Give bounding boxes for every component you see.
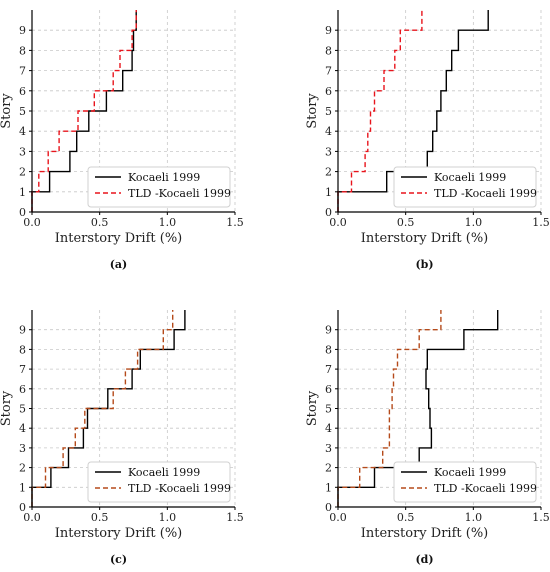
p3-y-tick-label-9: 9 [19,324,26,337]
p4-y-tick-label-1: 1 [325,481,332,494]
p1-y-tick-label-6: 6 [19,85,26,98]
p2-y-tick-label-9: 9 [325,24,332,37]
p3-y-tick-label-7: 7 [19,363,26,376]
p4-x-tick-label-3: 1.5 [532,511,550,524]
p2-y-tick-label-4: 4 [325,125,332,138]
p4-x-tick-label-2: 1.0 [465,511,483,524]
p4-y-tick-label-4: 4 [325,422,332,435]
p1-legend-box [87,166,231,208]
p4-y-tick-label-8: 8 [325,343,332,356]
p3-y-tick-label-8: 8 [19,343,26,356]
p1-x-tick-label-1: 0.5 [91,216,109,229]
p3-legend-label-kocaeli: Kocaeli 1999 [128,466,200,479]
p3-x-tick-label-1: 0.5 [91,511,109,524]
p3-x-tick-label-2: 1.0 [159,511,177,524]
p2-y-tick-label-2: 2 [325,166,332,179]
p4-y-tick-label-2: 2 [325,462,332,475]
p2-y-tick-label-8: 8 [325,44,332,57]
p2-series-tld-kocaeli-line [337,10,423,212]
p1-y-tick-label-0: 0 [19,206,26,219]
p3-y-tick-label-3: 3 [19,442,26,455]
p2-legend-box [393,166,537,208]
p3-x-tick-label-0: 0.0 [23,511,41,524]
p4-x-tick-label-0: 0.0 [329,511,347,524]
p3-caption: (c) [110,553,127,566]
p4-y-tick-label-9: 9 [325,324,332,337]
p1-legend-label-tld-kocaeli: TLD -Kocaeli 1999 [128,187,231,200]
p2-y-axis-label: Story [305,93,320,129]
p4-y-axis-label: Story [305,390,320,426]
p2-y-tick-label-5: 5 [325,105,332,118]
p4-series-tld-kocaeli-line [337,310,442,507]
p2-x-tick-label-0: 0.0 [329,216,347,229]
p4-legend-box [393,461,537,503]
p4-legend-label-tld-kocaeli: TLD -Kocaeli 1999 [434,482,537,495]
p2-legend-label-tld-kocaeli: TLD -Kocaeli 1999 [434,187,537,200]
p4-legend-label-kocaeli: Kocaeli 1999 [434,466,506,479]
p1-x-tick-label-2: 1.0 [159,216,177,229]
p1-legend-label-kocaeli: Kocaeli 1999 [128,171,200,184]
p1-caption: (a) [110,258,128,271]
p4-caption: (d) [415,553,433,566]
p3-legend-label-tld-kocaeli: TLD -Kocaeli 1999 [128,482,231,495]
p1-series-tld-kocaeli-line [31,10,137,212]
p1-y-tick-label-8: 8 [19,44,26,57]
p3-legend-box [87,461,231,503]
p4-x-tick-label-1: 0.5 [397,511,415,524]
p2-series-kocaeli-line [337,10,489,212]
p1-y-tick-label-5: 5 [19,105,26,118]
p1-x-axis-label: Interstory Drift (%) [55,231,183,246]
p3-x-tick-label-3: 1.5 [226,511,244,524]
p1-y-tick-label-7: 7 [19,65,26,78]
p3-y-tick-label-4: 4 [19,422,26,435]
p2-x-tick-label-1: 0.5 [397,216,415,229]
p3-y-tick-label-5: 5 [19,403,26,416]
p2-y-tick-label-1: 1 [325,186,332,199]
p3-y-tick-label-2: 2 [19,462,26,475]
p3-y-tick-label-0: 0 [19,501,26,514]
p1-y-tick-label-9: 9 [19,24,26,37]
p1-y-axis-label: Story [0,93,14,129]
p2-x-axis-label: Interstory Drift (%) [361,231,489,246]
p1-series-kocaeli-line [31,10,137,212]
p2-y-tick-label-3: 3 [325,145,332,158]
p1-y-tick-label-1: 1 [19,186,26,199]
p3-y-axis-label: Story [0,390,14,426]
p3-series-tld-kocaeli-line [31,310,174,507]
p4-y-tick-label-7: 7 [325,363,332,376]
p3-y-tick-label-6: 6 [19,383,26,396]
p4-y-tick-label-3: 3 [325,442,332,455]
p2-legend-label-kocaeli: Kocaeli 1999 [434,171,506,184]
p4-x-axis-label: Interstory Drift (%) [361,526,489,541]
p4-y-tick-label-5: 5 [325,403,332,416]
p2-x-tick-label-2: 1.0 [465,216,483,229]
p2-caption: (b) [415,258,433,271]
p3-x-axis-label: Interstory Drift (%) [55,526,183,541]
p4-y-tick-label-0: 0 [325,501,332,514]
p1-y-tick-label-2: 2 [19,166,26,179]
p3-y-tick-label-1: 1 [19,481,26,494]
p2-y-tick-label-6: 6 [325,85,332,98]
p1-y-tick-label-4: 4 [19,125,26,138]
p4-y-tick-label-6: 6 [325,383,332,396]
p1-y-tick-label-3: 3 [19,145,26,158]
p2-y-tick-label-0: 0 [325,206,332,219]
p2-x-tick-label-3: 1.5 [532,216,550,229]
p1-x-tick-label-0: 0.0 [23,216,41,229]
p2-y-tick-label-7: 7 [325,65,332,78]
p1-x-tick-label-3: 1.5 [226,216,244,229]
